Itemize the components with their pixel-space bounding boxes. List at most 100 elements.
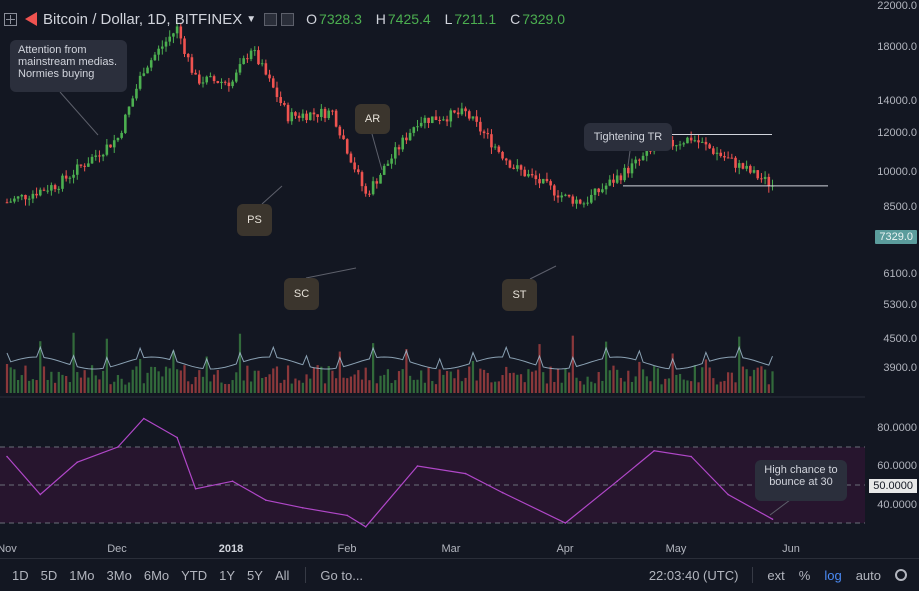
range-1d[interactable]: 1D xyxy=(12,567,29,583)
volume-bar xyxy=(142,383,145,393)
annotation-tightening[interactable]: Tightening TR xyxy=(584,123,672,151)
volume-bar xyxy=(745,369,748,393)
rsi-tick-80: 80.0000 xyxy=(877,422,917,434)
candle-body xyxy=(553,185,556,196)
volume-bar xyxy=(612,365,615,393)
volume-bar xyxy=(312,367,316,393)
range-all[interactable]: All xyxy=(274,567,290,583)
ext-toggle[interactable]: ext xyxy=(767,567,785,583)
annotation-ar[interactable]: AR xyxy=(355,104,390,134)
percent-toggle[interactable]: % xyxy=(798,567,811,583)
volume-bar xyxy=(590,381,593,393)
volume-bar xyxy=(627,370,630,393)
candle-body xyxy=(9,201,12,203)
ohlc-high-key: H xyxy=(375,11,386,27)
range-3mo[interactable]: 3Mo xyxy=(106,567,132,583)
settings-icon[interactable] xyxy=(281,12,295,26)
volume-bar xyxy=(490,382,493,393)
volume-bar xyxy=(31,379,34,393)
candle-body xyxy=(98,155,101,157)
annotation-media[interactable]: Attention from mainstream medias. Normie… xyxy=(10,40,127,92)
volume-bar xyxy=(39,341,42,393)
crosshair-icon[interactable] xyxy=(4,12,17,26)
candle-body xyxy=(700,141,704,143)
range-5y[interactable]: 5Y xyxy=(247,567,263,583)
volume-bar xyxy=(468,366,471,393)
volume-bar xyxy=(164,366,168,393)
candle-body xyxy=(394,147,397,159)
candle-body xyxy=(678,144,682,146)
time-tick-mar: Mar xyxy=(441,543,461,555)
annotation-rsi-note[interactable]: High chance to bounce at 30 xyxy=(755,460,847,501)
goto-button[interactable]: Go to... xyxy=(320,567,364,583)
candle-body xyxy=(464,108,467,112)
candle-body xyxy=(397,147,401,150)
volume-bar xyxy=(771,371,774,393)
candle-body xyxy=(626,167,630,174)
volume-bar xyxy=(397,371,401,393)
range-1mo[interactable]: 1Mo xyxy=(69,567,95,583)
volume-bar xyxy=(235,372,238,393)
volume-bar xyxy=(505,366,508,393)
candle-body xyxy=(586,202,589,204)
volume-bar xyxy=(434,384,438,393)
volume-bar xyxy=(327,366,330,393)
candle-body xyxy=(497,146,501,152)
annotation-st[interactable]: ST xyxy=(502,279,537,311)
chart-header: Bitcoin / Dollar, 1D, BITFINEX ▼ O 7328.3… xyxy=(4,8,575,30)
range-1y[interactable]: 1Y xyxy=(219,567,236,583)
volume-bar xyxy=(619,377,622,393)
rsi-point xyxy=(302,507,304,509)
log-toggle[interactable]: log xyxy=(824,567,842,583)
volume-bar xyxy=(194,376,197,393)
candle-body xyxy=(416,126,419,128)
candle-body xyxy=(516,165,519,169)
candle-body xyxy=(127,106,131,115)
range-5d[interactable]: 5D xyxy=(40,567,58,583)
toolbar-right: 22:03:40 (UTC) ext % log auto xyxy=(649,559,919,591)
volume-bar xyxy=(183,365,186,393)
candle-body xyxy=(286,104,290,122)
gear-icon[interactable] xyxy=(895,569,907,581)
chevron-down-icon[interactable]: ▼ xyxy=(246,13,257,25)
visibility-icon[interactable] xyxy=(264,12,278,26)
candle-body xyxy=(749,165,752,173)
candle-body xyxy=(345,139,349,154)
annotation-ps[interactable]: PS xyxy=(237,204,272,236)
candle-body xyxy=(530,174,534,176)
volume-bar xyxy=(682,379,685,393)
candle-body xyxy=(449,110,453,122)
symbol-title[interactable]: Bitcoin / Dollar, 1D, BITFINEX xyxy=(43,10,243,28)
chart-svg[interactable] xyxy=(0,0,919,558)
annotation-sc[interactable]: SC xyxy=(284,278,319,310)
candle-body xyxy=(564,194,567,196)
volume-bar xyxy=(261,378,264,393)
volume-bar xyxy=(46,379,49,393)
candle-body xyxy=(253,50,257,52)
candle-body xyxy=(512,167,515,169)
candle-body xyxy=(164,41,168,47)
candle-body xyxy=(242,58,245,65)
candle-body xyxy=(312,112,316,115)
volume-bar xyxy=(224,383,227,393)
volume-bar xyxy=(608,370,611,393)
candle-body xyxy=(87,163,90,167)
volume-bar xyxy=(161,376,164,393)
candle-body xyxy=(271,78,275,88)
range-ytd[interactable]: YTD xyxy=(181,567,208,583)
candle-body xyxy=(61,175,64,189)
flag-icon[interactable] xyxy=(25,12,37,26)
volume-bar xyxy=(645,376,648,393)
range-6mo[interactable]: 6Mo xyxy=(143,567,170,583)
volume-bar xyxy=(76,372,79,393)
rsi-point xyxy=(364,526,367,528)
volume-bar xyxy=(423,382,426,393)
candle-body xyxy=(601,189,604,193)
time-tick-nov: Nov xyxy=(0,543,17,555)
candle-body xyxy=(260,63,264,65)
clock-utc[interactable]: 22:03:40 (UTC) xyxy=(648,567,739,583)
auto-toggle[interactable]: auto xyxy=(855,567,881,583)
candle-body xyxy=(534,175,538,180)
candle-body xyxy=(172,33,175,37)
candle-body xyxy=(268,74,271,79)
